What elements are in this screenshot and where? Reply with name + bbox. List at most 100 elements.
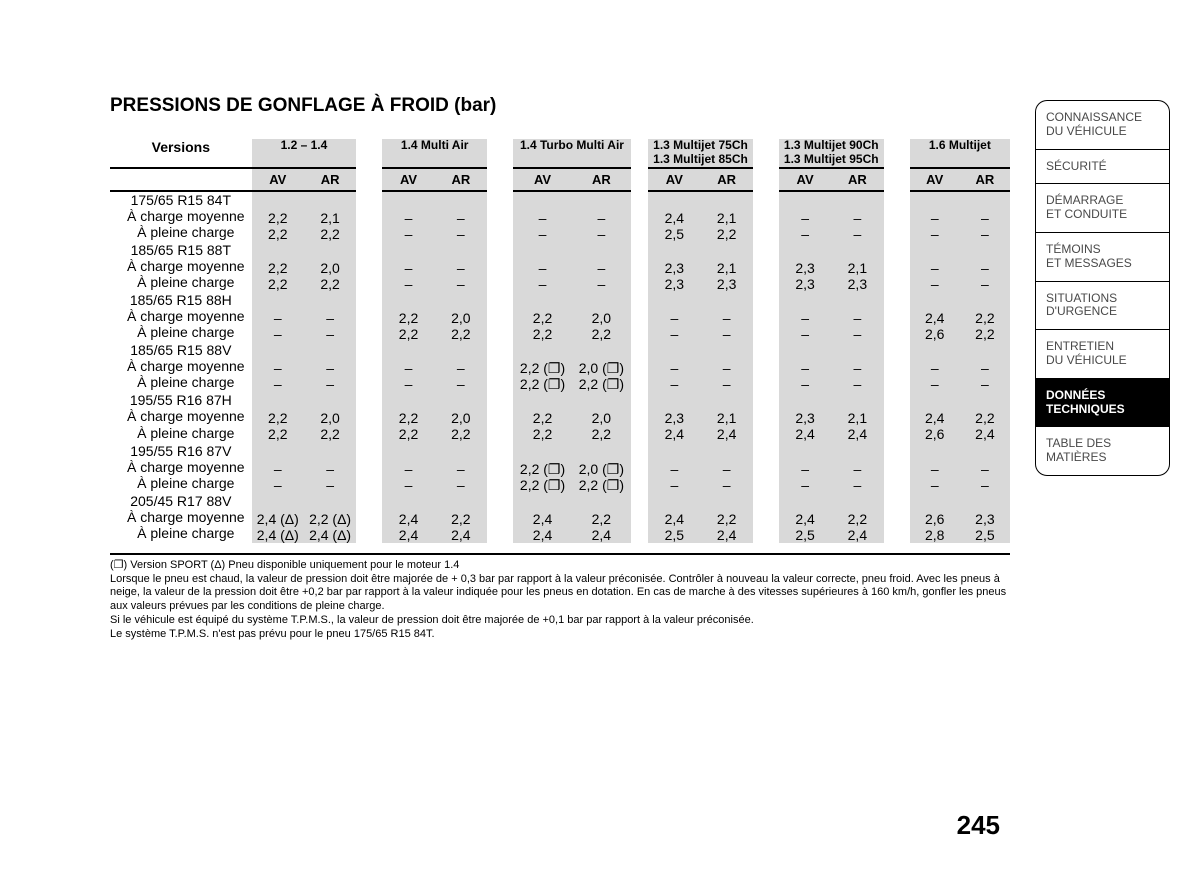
cell-moy: – — [960, 360, 1010, 376]
column-gap — [753, 392, 779, 442]
cell-pleine: – — [252, 477, 304, 493]
cell-moy: 2,2 — [572, 511, 631, 527]
tab-label-line2: DU VÉHICULE — [1046, 125, 1159, 139]
cell-moy: 2,4 — [779, 511, 831, 527]
pressure-cell: –– — [304, 342, 356, 392]
cell-pleine: 2,2 (❐) — [572, 376, 631, 392]
side-tab[interactable]: DONNÉESTECHNIQUES — [1035, 378, 1170, 427]
pressure-cell: 2,2 (Δ)2,4 (Δ) — [304, 493, 356, 543]
column-gap — [884, 493, 910, 543]
column-gap — [487, 392, 513, 442]
side-tab[interactable]: TÉMOINSET MESSAGES — [1035, 232, 1170, 281]
table-row: 185/65 R15 88VÀ charge moyenneÀ pleine c… — [110, 342, 1010, 392]
cell-pleine: – — [779, 326, 831, 342]
engine-col-0: 1.2 – 1.4 — [252, 139, 357, 168]
column-gap — [487, 292, 513, 342]
cell-pleine: 2,2 — [382, 326, 434, 342]
pressure-cell: –– — [831, 191, 883, 242]
cell-pleine: – — [960, 276, 1010, 292]
cell-moy: 2,2 — [382, 410, 434, 426]
cell-pleine: 2,2 — [513, 326, 572, 342]
pressure-cell: 2,32,3 — [648, 242, 700, 292]
column-gap — [631, 342, 648, 392]
cell-moy: – — [779, 461, 831, 477]
side-tab[interactable]: SITUATIONSD'URGENCE — [1035, 281, 1170, 330]
column-gap — [884, 392, 910, 442]
tab-label-line1: ENTRETIEN — [1046, 339, 1114, 353]
pressure-cell: 2,12,2 — [304, 191, 356, 242]
pressure-cell: 2,42,6 — [910, 292, 960, 342]
tyre-label-cell: 185/65 R15 88VÀ charge moyenneÀ pleine c… — [110, 342, 252, 392]
cell-pleine: 2,2 — [252, 226, 304, 242]
tyre-sublabel-moy: À charge moyenne — [110, 258, 252, 274]
pressure-cell: 2,42,4 — [513, 493, 572, 543]
cell-moy: 2,4 (Δ) — [252, 511, 304, 527]
cell-moy: – — [513, 260, 572, 276]
side-tab[interactable]: SÉCURITÉ — [1035, 149, 1170, 184]
pressure-cell: 2,42,5 — [648, 493, 700, 543]
cell-moy: – — [910, 461, 960, 477]
cell-moy: – — [304, 310, 356, 326]
pressure-cell: 2,02,2 — [572, 292, 631, 342]
side-tab[interactable]: TABLE DES MATIÈRES — [1035, 426, 1170, 476]
column-gap — [884, 443, 910, 493]
cell-pleine: – — [960, 477, 1010, 493]
versions-header: Versions — [110, 139, 252, 168]
tab-label-line1: SÉCURITÉ — [1046, 159, 1107, 173]
side-tab[interactable]: CONNAISSANCEDU VÉHICULE — [1035, 100, 1170, 149]
cell-moy: – — [382, 360, 434, 376]
pressure-cell: –– — [831, 443, 883, 493]
column-gap — [631, 493, 648, 543]
side-tab[interactable]: ENTRETIENDU VÉHICULE — [1035, 329, 1170, 378]
pressure-cell: –– — [382, 191, 434, 242]
cell-moy: – — [252, 310, 304, 326]
tyre-sublabel-moy: À charge moyenne — [110, 208, 252, 224]
cell-pleine: 2,4 — [435, 527, 487, 543]
pressure-cell: –– — [572, 242, 631, 292]
pressure-cell: –– — [701, 443, 753, 493]
pressure-cell: –– — [648, 292, 700, 342]
cell-pleine: 2,4 — [648, 426, 700, 442]
cell-pleine: – — [831, 226, 883, 242]
cell-moy: 2,2 (Δ) — [304, 511, 356, 527]
cell-pleine: 2,2 — [701, 226, 753, 242]
page-number: 245 — [957, 810, 1000, 841]
tab-label-line1: DONNÉES — [1046, 388, 1105, 402]
cell-pleine: 2,4 (Δ) — [252, 527, 304, 543]
cell-moy: – — [435, 461, 487, 477]
cell-pleine: 2,3 — [701, 276, 753, 292]
tyre-sublabel-pleine: À pleine charge — [110, 324, 252, 340]
column-gap — [753, 493, 779, 543]
page-title: PRESSIONS DE GONFLAGE À FROID (bar) — [110, 95, 1010, 117]
cell-moy: 2,2 — [701, 511, 753, 527]
cell-moy: – — [779, 210, 831, 226]
cell-moy: 2,2 — [382, 310, 434, 326]
cell-moy: 2,2 — [513, 310, 572, 326]
side-tab[interactable]: DÉMARRAGEET CONDUITE — [1035, 183, 1170, 232]
tyre-label-cell: 175/65 R15 84TÀ charge moyenneÀ pleine c… — [110, 191, 252, 242]
column-gap — [753, 342, 779, 392]
cell-moy: 2,2 — [252, 260, 304, 276]
pressure-cell: –– — [779, 443, 831, 493]
pressure-table: Versions 1.2 – 1.4 1.4 Multi Air 1.4 Tur… — [110, 139, 1010, 543]
column-gap — [884, 342, 910, 392]
cell-moy: 2,3 — [779, 410, 831, 426]
cell-moy: 2,2 — [513, 410, 572, 426]
column-gap — [753, 292, 779, 342]
pressure-cell: –– — [382, 242, 434, 292]
cell-pleine: 2,2 (❐) — [572, 477, 631, 493]
cell-moy: 2,1 — [701, 410, 753, 426]
pressure-cell: –– — [513, 191, 572, 242]
cell-moy: 2,3 — [960, 511, 1010, 527]
cell-pleine: – — [960, 376, 1010, 392]
cell-pleine: 2,4 — [701, 426, 753, 442]
pressure-cell: 2,22,2 — [252, 392, 304, 442]
cell-moy: – — [382, 210, 434, 226]
engine-col-4: 1.3 Multijet 90Ch1.3 Multijet 95Ch — [779, 139, 884, 168]
pressure-cell: 2,12,2 — [701, 191, 753, 242]
cell-pleine: 2,2 — [960, 326, 1010, 342]
cell-pleine: – — [382, 477, 434, 493]
pressure-cell: 2,4 (Δ)2,4 (Δ) — [252, 493, 304, 543]
engine-col-3: 1.3 Multijet 75Ch1.3 Multijet 85Ch — [648, 139, 753, 168]
footnote-line: Si le véhicule est équipé du système T.P… — [110, 614, 1010, 628]
